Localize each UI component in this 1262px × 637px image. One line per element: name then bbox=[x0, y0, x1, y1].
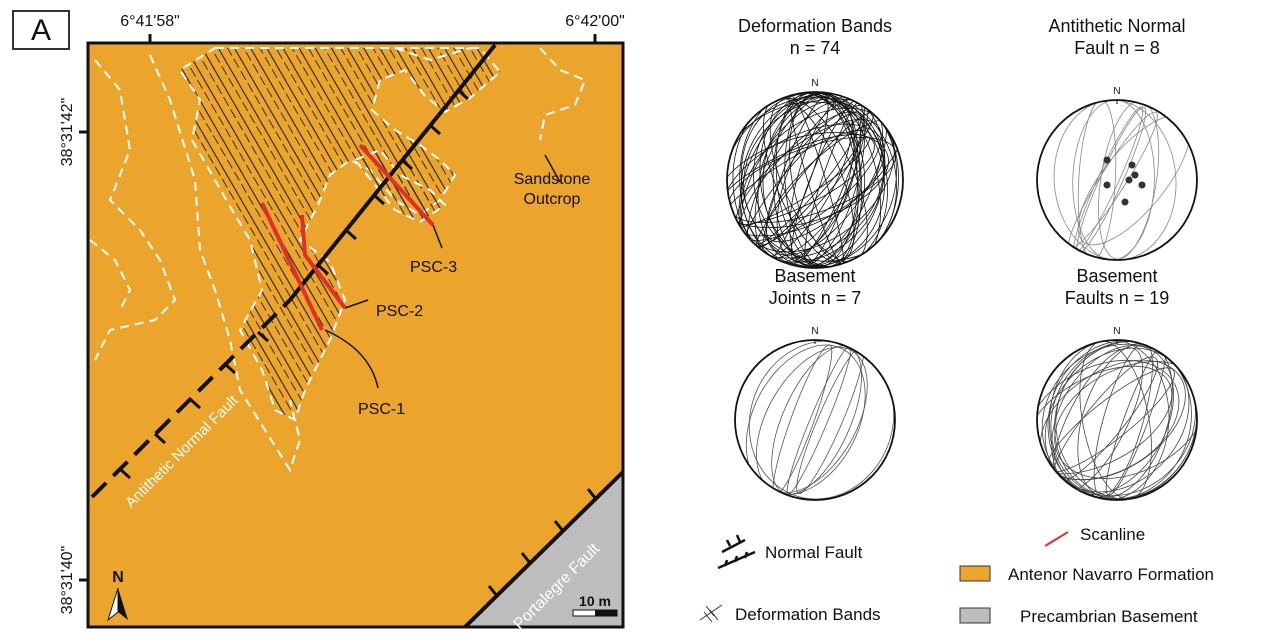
legend-label: Antenor Navarro Formation bbox=[1008, 565, 1214, 584]
map-label: Sandstone bbox=[514, 171, 591, 188]
lat-label: 38°31'42" bbox=[59, 98, 76, 167]
great-circle bbox=[774, 85, 896, 275]
pole bbox=[1126, 177, 1133, 184]
pole bbox=[1132, 172, 1139, 179]
great-circle bbox=[1060, 106, 1167, 255]
pole bbox=[1139, 182, 1146, 189]
legend-label: Normal Fault bbox=[765, 543, 863, 562]
legend-label: Precambrian Basement bbox=[1020, 607, 1198, 626]
north-label: N bbox=[112, 569, 124, 586]
great-circle bbox=[1027, 324, 1199, 516]
scanline-label: PSC-2 bbox=[376, 303, 423, 320]
stereonet-title: Faults n = 19 bbox=[1065, 288, 1170, 308]
great-circle bbox=[1060, 99, 1209, 262]
great-circle bbox=[727, 320, 916, 520]
legend-deformation-bands bbox=[700, 605, 722, 622]
lon-label: 6°42'00" bbox=[565, 13, 625, 30]
scanline-label: PSC-1 bbox=[358, 401, 405, 418]
stereonet-title: Deformation Bands bbox=[738, 16, 892, 36]
stereonet-title: Basement bbox=[1076, 266, 1157, 286]
scale-bar bbox=[595, 610, 617, 616]
stereonet-north: N bbox=[811, 78, 818, 89]
stereonet-title: Joints n = 7 bbox=[769, 288, 862, 308]
lon-label: 6°41'58" bbox=[120, 13, 180, 30]
legend-basement bbox=[960, 608, 990, 623]
legend-label: Deformation Bands bbox=[735, 605, 881, 624]
great-circle bbox=[1007, 344, 1189, 496]
great-circle bbox=[722, 325, 889, 515]
stereonet-title: Antithetic Normal bbox=[1048, 16, 1185, 36]
legend-label: Scanline bbox=[1080, 525, 1145, 544]
great-circles bbox=[1007, 313, 1232, 527]
map-label: Outcrop bbox=[524, 191, 581, 208]
map bbox=[88, 43, 623, 627]
figure: A 6°41'58" 6°42'00" 38°31'42" 38°31'40" … bbox=[0, 0, 1262, 632]
stereonet-title: Basement bbox=[774, 266, 855, 286]
legend-normal-fault bbox=[718, 535, 755, 568]
great-circle bbox=[1035, 336, 1160, 505]
pole bbox=[1104, 157, 1111, 164]
great-circle bbox=[733, 329, 890, 512]
legend-formation bbox=[960, 566, 990, 581]
scale-label: 10 m bbox=[579, 593, 611, 609]
panel-label: A bbox=[31, 14, 51, 47]
stereonet-north: N bbox=[1113, 326, 1120, 337]
legend-scanline bbox=[1045, 532, 1068, 546]
great-circle bbox=[1071, 99, 1157, 261]
pole bbox=[1104, 182, 1111, 189]
pole bbox=[1122, 199, 1129, 206]
great-circle bbox=[755, 83, 904, 278]
great-circles bbox=[722, 320, 916, 520]
stereonet-title: n = 74 bbox=[790, 38, 841, 58]
lat-label: 38°31'40" bbox=[59, 546, 76, 615]
stereonet-north: N bbox=[1113, 86, 1120, 97]
pole bbox=[1129, 162, 1136, 169]
great-circle bbox=[1019, 335, 1207, 504]
stereonet-north: N bbox=[811, 326, 818, 337]
stereonet-title: Fault n = 8 bbox=[1074, 38, 1160, 58]
scanline-label: PSC-3 bbox=[410, 259, 457, 276]
